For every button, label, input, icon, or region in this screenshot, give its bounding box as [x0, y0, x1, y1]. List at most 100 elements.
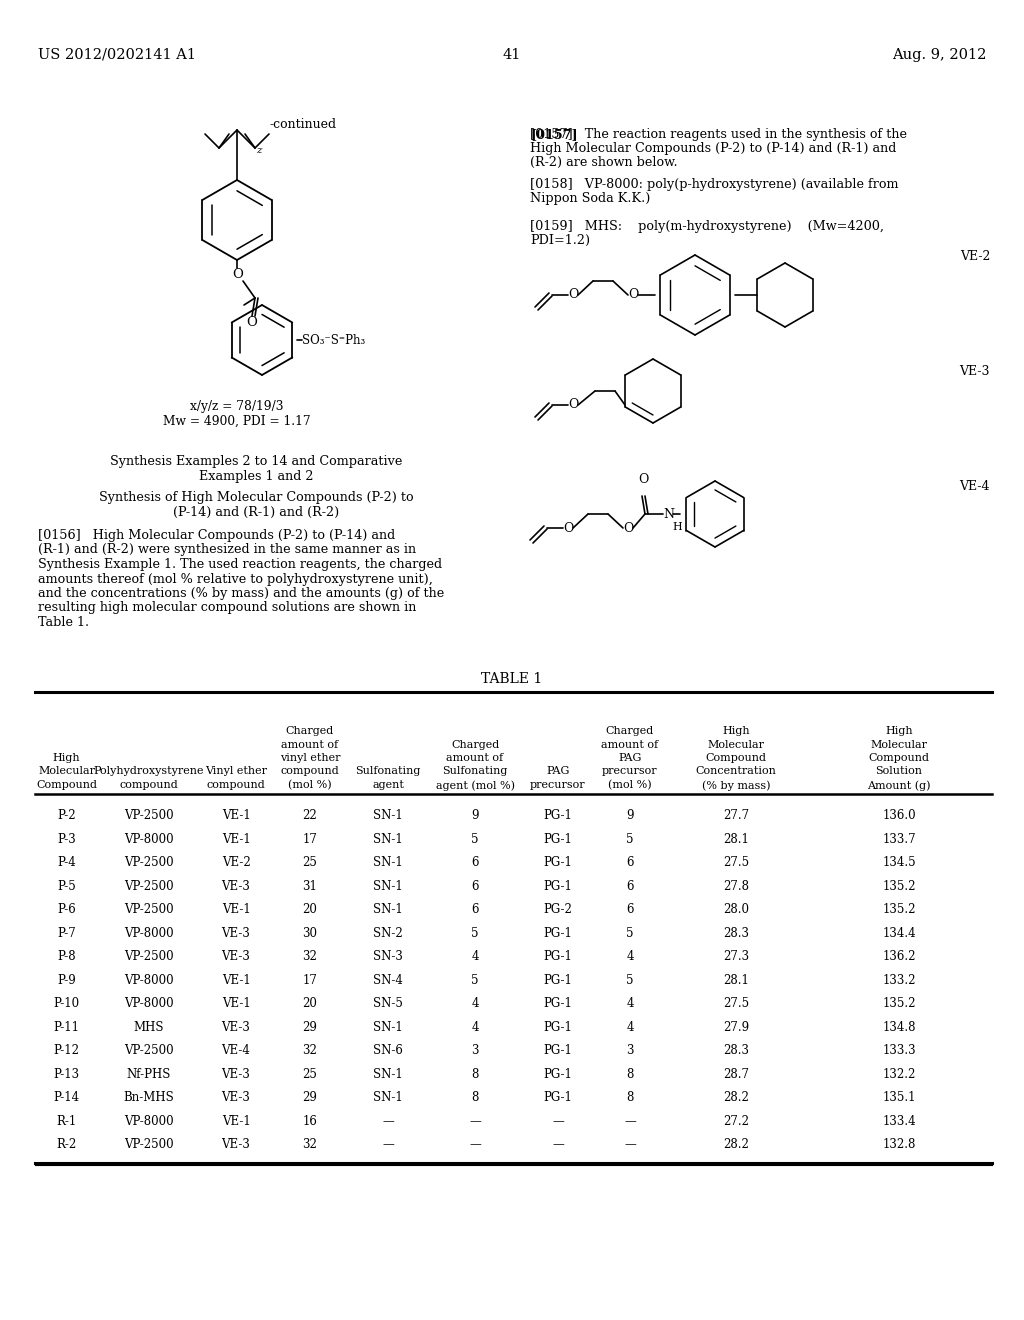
Text: SN-5: SN-5 — [373, 997, 402, 1010]
Text: 32: 32 — [302, 1138, 317, 1151]
Text: VE-3: VE-3 — [221, 950, 251, 964]
Text: —: — — [552, 1138, 564, 1151]
Text: VE-2: VE-2 — [959, 249, 990, 263]
Text: PAG: PAG — [618, 752, 642, 763]
Text: 9: 9 — [471, 809, 479, 822]
Text: 28.2: 28.2 — [723, 1138, 749, 1151]
Text: vinyl ether: vinyl ether — [280, 752, 340, 763]
Text: 25: 25 — [302, 857, 317, 870]
Text: Compound: Compound — [36, 780, 97, 789]
Text: z: z — [256, 147, 261, 154]
Text: 17: 17 — [302, 833, 317, 846]
Text: 5: 5 — [627, 833, 634, 846]
Text: 20: 20 — [302, 903, 317, 916]
Text: VP-2500: VP-2500 — [124, 950, 174, 964]
Text: High: High — [885, 726, 912, 737]
Text: Charged: Charged — [451, 739, 499, 750]
Text: Concentration: Concentration — [695, 767, 776, 776]
Text: O: O — [563, 521, 573, 535]
Text: VP-2500: VP-2500 — [124, 809, 174, 822]
Text: 25: 25 — [302, 1068, 317, 1081]
Text: Molecular: Molecular — [870, 739, 928, 750]
Text: 135.2: 135.2 — [883, 879, 915, 892]
Text: P-7: P-7 — [57, 927, 76, 940]
Text: 29: 29 — [302, 1092, 317, 1105]
Text: 135.2: 135.2 — [883, 903, 915, 916]
Text: (R-2) are shown below.: (R-2) are shown below. — [530, 156, 678, 169]
Text: PG-2: PG-2 — [544, 903, 572, 916]
Text: PG-1: PG-1 — [544, 833, 572, 846]
Text: Molecular: Molecular — [708, 739, 765, 750]
Text: VE-3: VE-3 — [221, 1068, 251, 1081]
Text: 8: 8 — [471, 1092, 478, 1105]
Text: Polyhydroxystyrene: Polyhydroxystyrene — [94, 767, 204, 776]
Text: 6: 6 — [471, 857, 479, 870]
Text: VE-2: VE-2 — [221, 857, 251, 870]
Text: VE-3: VE-3 — [221, 1020, 251, 1034]
Text: 27.8: 27.8 — [723, 879, 749, 892]
Text: (% by mass): (% by mass) — [701, 780, 770, 791]
Text: 17: 17 — [302, 974, 317, 987]
Text: O: O — [628, 289, 638, 301]
Text: High: High — [722, 726, 750, 737]
Text: 5: 5 — [471, 927, 479, 940]
Text: High: High — [52, 752, 80, 763]
Text: VE-4: VE-4 — [221, 1044, 251, 1057]
Text: amount of: amount of — [601, 739, 658, 750]
Text: amount of: amount of — [282, 739, 339, 750]
Text: 132.8: 132.8 — [883, 1138, 915, 1151]
Text: VP-8000: VP-8000 — [124, 1115, 174, 1127]
Text: —: — — [382, 1138, 394, 1151]
Text: 133.4: 133.4 — [883, 1115, 915, 1127]
Text: VP-2500: VP-2500 — [124, 879, 174, 892]
Text: Compound: Compound — [868, 752, 930, 763]
Text: [0159]   MHS:    poly(m-hydroxystyrene)    (Mw=4200,: [0159] MHS: poly(m-hydroxystyrene) (Mw=4… — [530, 220, 884, 234]
Text: precursor: precursor — [602, 767, 657, 776]
Text: O: O — [638, 473, 648, 486]
Text: 3: 3 — [471, 1044, 479, 1057]
Text: P-14: P-14 — [53, 1092, 80, 1105]
Text: US 2012/0202141 A1: US 2012/0202141 A1 — [38, 48, 196, 62]
Text: SO₃⁻S⁼Ph₃: SO₃⁻S⁼Ph₃ — [302, 334, 366, 346]
Text: —: — — [382, 1115, 394, 1127]
Text: 5: 5 — [471, 974, 479, 987]
Text: PG-1: PG-1 — [544, 879, 572, 892]
Text: 4: 4 — [471, 997, 479, 1010]
Text: —: — — [469, 1115, 481, 1127]
Text: Aug. 9, 2012: Aug. 9, 2012 — [892, 48, 986, 62]
Text: SN-1: SN-1 — [373, 903, 402, 916]
Text: 32: 32 — [302, 950, 317, 964]
Text: —: — — [552, 1115, 564, 1127]
Text: 32: 32 — [302, 1044, 317, 1057]
Text: VP-8000: VP-8000 — [124, 927, 174, 940]
Text: P-12: P-12 — [53, 1044, 80, 1057]
Text: Compound: Compound — [706, 752, 767, 763]
Text: 6: 6 — [627, 857, 634, 870]
Text: 27.5: 27.5 — [723, 857, 750, 870]
Text: 8: 8 — [627, 1068, 634, 1081]
Text: P-3: P-3 — [57, 833, 76, 846]
Text: PG-1: PG-1 — [544, 809, 572, 822]
Text: 136.2: 136.2 — [883, 950, 915, 964]
Text: 6: 6 — [471, 903, 479, 916]
Text: P-5: P-5 — [57, 879, 76, 892]
Text: 28.3: 28.3 — [723, 927, 749, 940]
Text: O: O — [232, 268, 243, 281]
Text: 28.3: 28.3 — [723, 1044, 749, 1057]
Text: 135.1: 135.1 — [883, 1092, 915, 1105]
Text: VE-3: VE-3 — [959, 366, 990, 378]
Text: amounts thereof (mol % relative to polyhydroxystyrene unit),: amounts thereof (mol % relative to polyh… — [38, 573, 433, 586]
Text: 132.2: 132.2 — [883, 1068, 915, 1081]
Text: Charged: Charged — [286, 726, 334, 737]
Text: 136.0: 136.0 — [883, 809, 915, 822]
Text: (R-1) and (R-2) were synthesized in the same manner as in: (R-1) and (R-2) were synthesized in the … — [38, 544, 416, 557]
Text: (mol %): (mol %) — [608, 780, 652, 791]
Text: Vinyl ether: Vinyl ether — [205, 767, 267, 776]
Text: SN-1: SN-1 — [373, 833, 402, 846]
Text: [0158]   VP-8000: poly(p-hydroxystyrene) (available from: [0158] VP-8000: poly(p-hydroxystyrene) (… — [530, 178, 898, 191]
Text: PG-1: PG-1 — [544, 1068, 572, 1081]
Text: Mw = 4900, PDI = 1.17: Mw = 4900, PDI = 1.17 — [163, 414, 311, 428]
Text: Nf-PHS: Nf-PHS — [127, 1068, 171, 1081]
Text: 6: 6 — [627, 903, 634, 916]
Text: PG-1: PG-1 — [544, 1044, 572, 1057]
